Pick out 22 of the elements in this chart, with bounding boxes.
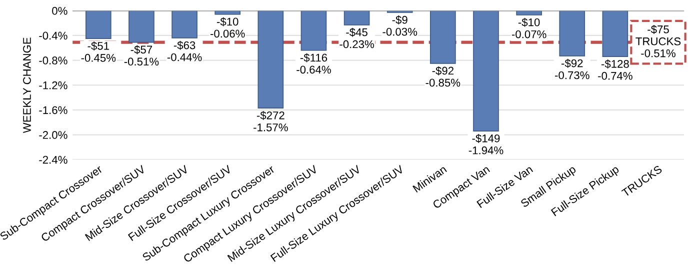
data-label: -$10 -0.06% (210, 17, 245, 38)
y-axis-title: WEEKLY CHANGE (23, 38, 31, 134)
data-label: -$128 -0.74% (598, 60, 632, 80)
y-tick-label: 0% (52, 6, 68, 15)
data-label: -$57 -0.51% (124, 45, 159, 66)
data-label: -$272 -1.57% (254, 111, 288, 132)
y-tick-label: -2.0% (39, 131, 68, 139)
data-label: -$10 -0.07% (512, 18, 546, 38)
data-label: -$92 -0.85% (426, 66, 460, 87)
y-tick-label: -0.8% (39, 56, 68, 64)
data-label: -$116 -0.64% (296, 53, 331, 74)
ref-line-label: -$75 TRUCKS -0.51% (636, 24, 681, 58)
y-tick-label: -1.2% (39, 81, 68, 90)
data-label: -$9 -0.03% (382, 15, 418, 36)
y-tick-label: -2.4% (39, 156, 68, 164)
data-label: -$149 -1.94% (468, 134, 504, 154)
y-tick-label: -1.6% (39, 106, 68, 114)
data-label: -$51 -0.45% (81, 42, 116, 62)
y-tick-label: -0.4% (39, 32, 68, 40)
data-label: -$92 -0.73% (555, 58, 590, 80)
data-label: -$45 -0.23% (340, 28, 374, 48)
data-label: -$63 -0.44% (167, 40, 202, 62)
